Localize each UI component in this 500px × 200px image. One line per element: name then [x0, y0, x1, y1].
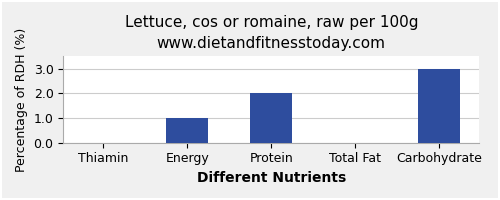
Title: Lettuce, cos or romaine, raw per 100g
www.dietandfitnesstoday.com: Lettuce, cos or romaine, raw per 100g ww… — [124, 15, 418, 51]
Bar — [166, 118, 208, 143]
Bar — [250, 93, 292, 143]
Bar — [418, 69, 461, 143]
Y-axis label: Percentage of RDH (%): Percentage of RDH (%) — [15, 27, 28, 172]
X-axis label: Different Nutrients: Different Nutrients — [196, 171, 346, 185]
